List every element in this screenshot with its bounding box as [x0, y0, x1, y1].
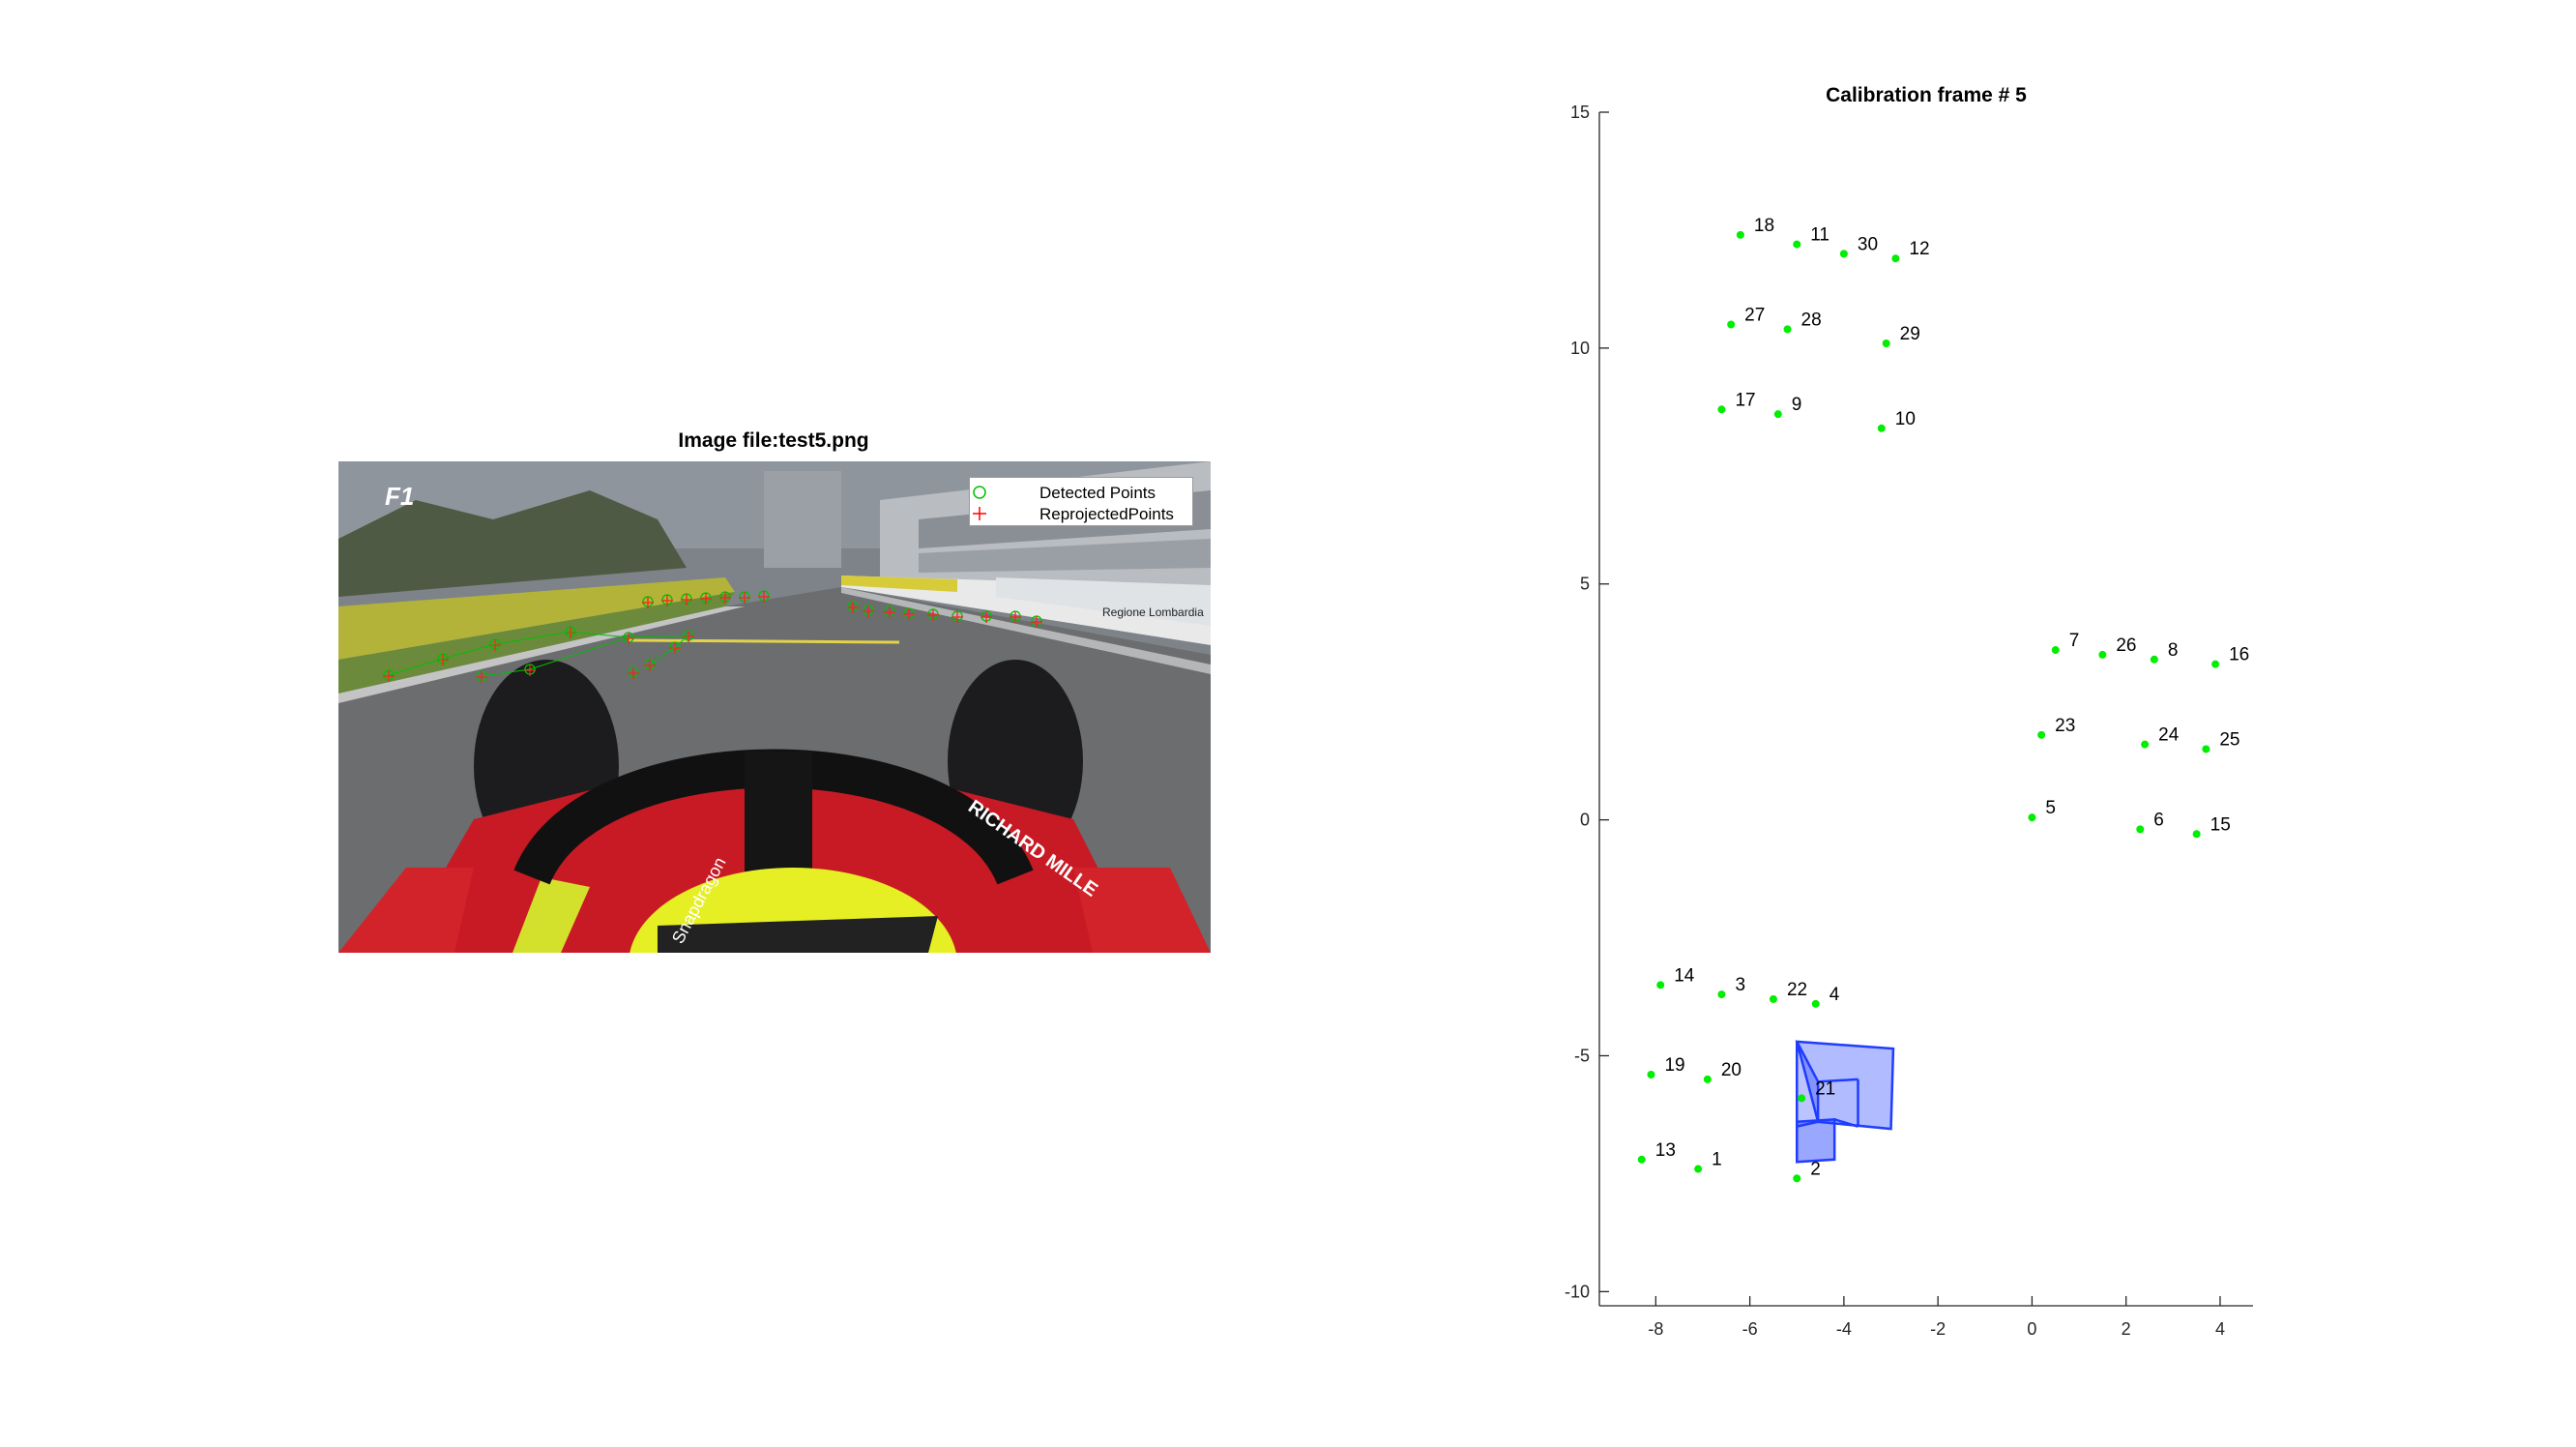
point-marker: [1798, 1094, 1806, 1103]
x-tick-label: 0: [2027, 1319, 2036, 1339]
point-marker: [2150, 655, 2158, 664]
point-marker: [1703, 1075, 1712, 1083]
point-marker: [1736, 230, 1744, 239]
camera-edge: [1833, 1118, 1859, 1128]
point-marker: [1793, 1174, 1801, 1183]
legend: Detected Points ReprojectedPoints: [969, 477, 1193, 526]
point-label: 26: [2116, 635, 2136, 656]
point-marker: [2136, 825, 2145, 834]
point-label: 4: [1830, 985, 1840, 1005]
point-label: 21: [1815, 1078, 1835, 1099]
sign-text: Regione Lombardia: [1102, 605, 1204, 619]
point-marker: [1717, 405, 1726, 414]
point-label: 25: [2219, 729, 2239, 750]
onboard-photo: RICHARD MILLE Snapdragon Regione Lombard…: [338, 461, 1211, 953]
point-label: 24: [2158, 725, 2180, 746]
point-label: 9: [1792, 395, 1802, 415]
legend-item-detected: Detected Points: [970, 482, 1192, 503]
point-marker: [1647, 1071, 1655, 1079]
legend-label-detected: Detected Points: [1039, 484, 1156, 502]
x-tick-label: 4: [2215, 1319, 2225, 1339]
y-tick-label: 5: [1580, 575, 1590, 594]
point-label: 7: [2069, 631, 2080, 651]
camera-frustum-side: [1796, 1041, 1820, 1129]
point-label: 29: [1900, 324, 1920, 344]
point-label: 30: [1858, 234, 1878, 254]
marker-connector: [481, 636, 629, 677]
y-tick-label: -10: [1565, 1282, 1590, 1301]
x-tick-label: -8: [1648, 1319, 1663, 1339]
point-marker: [2098, 650, 2107, 659]
point-marker: [1877, 424, 1886, 432]
point-marker: [1839, 250, 1848, 258]
point-label: 14: [1674, 965, 1695, 986]
point-marker: [1717, 990, 1726, 999]
point-marker: [1769, 994, 1777, 1003]
point-label: 17: [1735, 390, 1755, 410]
circle-marker-icon: [973, 486, 986, 499]
point-label: 11: [1810, 225, 1830, 246]
y-tick-label: 15: [1570, 103, 1590, 122]
point-label: 18: [1754, 216, 1774, 236]
y-tick-label: 0: [1580, 811, 1590, 830]
point-marker: [1811, 999, 1820, 1008]
marker-connector: [649, 635, 689, 665]
point-marker: [1637, 1155, 1646, 1164]
point-label: 2: [1810, 1159, 1821, 1179]
point-label: 12: [1909, 239, 1929, 259]
point-label: 5: [2045, 798, 2056, 818]
x-tick-label: -4: [1836, 1319, 1852, 1339]
camera-frustum-face: [1795, 1040, 1895, 1131]
point-marker: [2028, 813, 2036, 822]
point-marker: [1773, 410, 1782, 419]
point-label: 15: [2210, 814, 2231, 835]
point-marker: [1694, 1165, 1703, 1173]
point-label: 10: [1895, 409, 1916, 429]
point-label: 6: [2153, 810, 2164, 830]
point-label: 22: [1787, 980, 1807, 1000]
point-label: 3: [1735, 975, 1745, 995]
point-label: 27: [1744, 305, 1765, 325]
point-label: 16: [2229, 645, 2249, 665]
marker-connector: [388, 631, 689, 676]
point-label: 23: [2055, 716, 2075, 736]
point-marker: [2051, 646, 2060, 655]
x-tick-label: -6: [1742, 1319, 1758, 1339]
camera-pose: [1795, 1040, 1895, 1164]
plus-marker-icon: [973, 507, 986, 520]
y-tick-label: -5: [1574, 1046, 1590, 1065]
camera-body: [1796, 1118, 1836, 1164]
point-marker: [2192, 830, 2201, 839]
point-marker: [1656, 981, 1665, 989]
legend-label-reprojected: ReprojectedPoints: [1039, 505, 1174, 523]
point-marker: [2037, 730, 2046, 739]
x-tick-label: 2: [2122, 1319, 2131, 1339]
image-title: Image file:test5.png: [678, 429, 869, 452]
point-marker: [2141, 740, 2150, 749]
calibration-markers: [383, 590, 1042, 683]
point-label: 20: [1721, 1060, 1742, 1080]
point-marker: [1727, 320, 1736, 329]
point-marker: [1783, 325, 1792, 334]
point-label: 13: [1655, 1140, 1676, 1161]
point-marker: [1891, 254, 1900, 263]
legend-item-reprojected: ReprojectedPoints: [970, 503, 1192, 524]
plot-title: Calibration frame # 5: [1826, 84, 2027, 106]
f1-logo: F1: [385, 482, 414, 511]
point-label: 1: [1712, 1150, 1722, 1170]
point-marker: [1793, 240, 1801, 249]
point-label: 28: [1801, 310, 1822, 330]
y-tick-label: 10: [1570, 339, 1590, 358]
x-tick-label: -2: [1930, 1319, 1946, 1339]
camera-image: RICHARD MILLE Snapdragon Regione Lombard…: [338, 461, 1211, 953]
point-marker: [2211, 660, 2220, 668]
point-label: 19: [1664, 1055, 1684, 1076]
point-marker: [1882, 339, 1890, 347]
camera-edge: [1818, 1078, 1859, 1083]
point-marker: [2202, 745, 2210, 753]
point-label: 8: [2168, 640, 2179, 661]
